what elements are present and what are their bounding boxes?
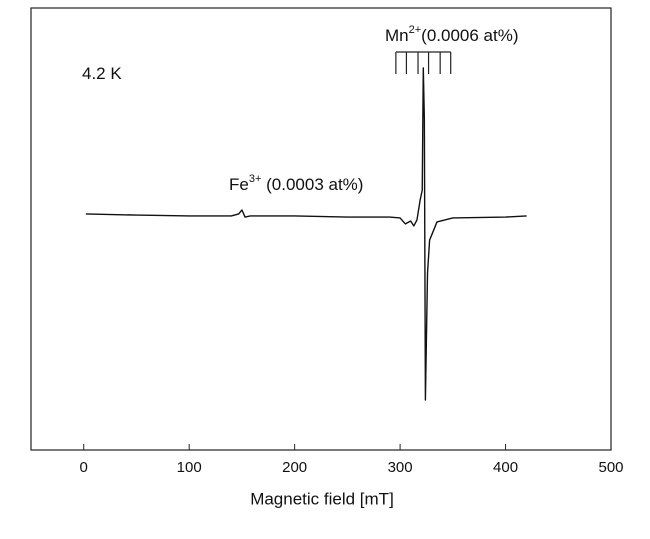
x-tick-label: 400 (493, 459, 518, 476)
x-tick-label: 500 (598, 459, 623, 476)
spectrum-line (85, 67, 527, 401)
x-tick-label: 300 (388, 459, 413, 476)
annotation: Fe3+ (0.0003 at%) (229, 173, 363, 195)
x-tick-label: 100 (177, 459, 202, 476)
plot-frame (30, 7, 612, 451)
x-axis-label: Magnetic field [mT] (250, 489, 394, 508)
annotation: Mn2+(0.0006 at%) (385, 24, 519, 46)
x-tick-label: 0 (80, 459, 88, 476)
annotation: 4.2 K (82, 64, 122, 83)
x-tick-label: 200 (282, 459, 307, 476)
